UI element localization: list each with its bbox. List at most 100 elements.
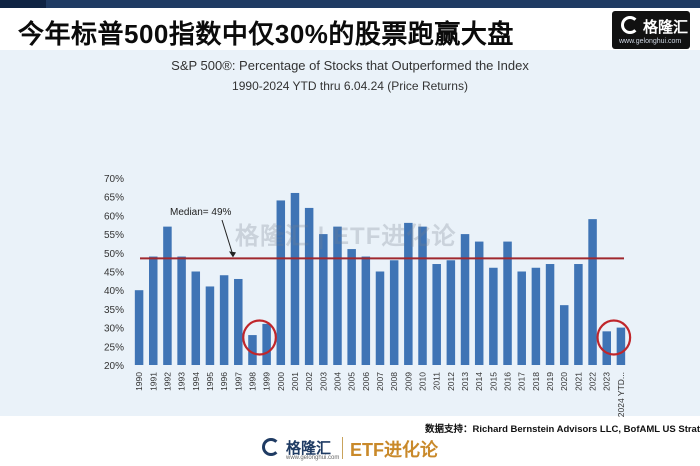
headline: 今年标普500指数中仅30%的股票跑赢大盘: [18, 19, 514, 49]
bar-1992: [163, 226, 172, 365]
bar-2010: [418, 226, 427, 365]
bar-2021: [574, 264, 583, 365]
bar-2006: [361, 256, 371, 365]
logo-g-icon: [621, 16, 639, 34]
x-tick-label: 2016: [503, 372, 513, 391]
x-tick-label: 2009: [403, 372, 413, 391]
bar-2024: [616, 327, 626, 365]
bar-2018: [531, 267, 541, 365]
bar-2008: [389, 260, 399, 365]
bar-1994: [191, 271, 201, 365]
bar-2000: [276, 200, 286, 365]
bar-2015: [489, 267, 498, 365]
chart-subtitle: 1990-2024 YTD thru 6.04.24 (Price Return…: [232, 79, 468, 93]
x-tick-label: 1996: [219, 372, 229, 391]
bottom-logo-icon: [262, 438, 280, 456]
x-tick-label: 2001: [290, 372, 300, 391]
bar-2011: [432, 264, 441, 365]
bar-2001: [290, 192, 300, 365]
median-arrow: [221, 219, 234, 256]
chart-title: S&P 500®: Percentage of Stocks that Outp…: [171, 58, 529, 73]
x-tick-label: 2020: [559, 372, 569, 391]
x-tick-label: 2005: [347, 372, 357, 391]
top-bar-accent: [0, 0, 46, 8]
bottom-brand-name: 格隆汇: [286, 440, 332, 457]
x-tick-label: 2017: [517, 372, 527, 391]
bottom-brand-divider: [342, 437, 343, 459]
bar-2012: [446, 260, 456, 365]
gelonghui-logo: 格隆汇 www.gelonghui.com: [612, 11, 690, 49]
bar-1995: [205, 286, 215, 365]
x-tick-label: 2021: [573, 372, 583, 391]
x-tick-label: 1991: [148, 372, 158, 391]
source-note: 数据支持：Richard Bernstein Advisors LLC, Bof…: [425, 424, 700, 435]
bar-2019: [545, 264, 555, 365]
y-tick-label: 25%: [104, 342, 124, 353]
bar-2002: [304, 207, 314, 365]
bottom-brand-etf: ETF进化论: [350, 440, 438, 460]
x-tick-label: 2012: [446, 372, 456, 391]
highlight-circle-2023-2024: [596, 319, 632, 356]
x-tick-label: 1992: [162, 372, 172, 391]
y-tick-label: 70%: [104, 174, 124, 185]
x-tick-label: 2002: [304, 372, 314, 391]
y-tick-label: 35%: [104, 305, 124, 316]
bar-1996: [219, 275, 229, 365]
y-tick-label: 20%: [104, 361, 124, 372]
x-tick-label: 1995: [205, 372, 215, 391]
bar-1998: [248, 335, 257, 365]
x-tick-label: 1993: [177, 372, 187, 391]
median-label: Median= 49%: [170, 207, 232, 218]
bar-1993: [177, 256, 186, 365]
x-tick-label: 1998: [247, 372, 257, 391]
bar-2023: [602, 331, 611, 365]
x-tick-label: 1999: [262, 372, 272, 391]
bar-2007: [375, 271, 385, 365]
bar-1997: [234, 278, 243, 365]
x-tick-label: 1990: [134, 372, 144, 391]
bar-2014: [474, 241, 484, 365]
x-tick-label: 1994: [191, 372, 201, 391]
y-tick-label: 60%: [104, 211, 124, 222]
x-tick-label: 2023: [602, 372, 612, 391]
y-tick-label: 65%: [104, 193, 124, 204]
bar-2013: [460, 234, 470, 365]
y-tick-label: 45%: [104, 268, 124, 279]
top-bar: [0, 0, 700, 8]
x-tick-label: 2007: [375, 372, 385, 391]
watermark: 格隆汇 | ETF进化论: [235, 223, 457, 250]
bar-1990: [134, 290, 144, 365]
y-tick-label: 55%: [104, 230, 124, 241]
bar-2017: [517, 271, 526, 365]
x-tick-label: 2010: [418, 372, 428, 391]
x-tick-label: 2024 YTD...: [616, 372, 626, 417]
bar-1991: [149, 256, 158, 365]
bar-2020: [559, 305, 569, 365]
x-tick-label: 2008: [389, 372, 399, 391]
x-tick-label: 2018: [531, 372, 541, 391]
x-tick-label: 2011: [432, 372, 442, 391]
bar-2009: [404, 222, 413, 365]
bar-1999: [262, 323, 271, 365]
y-tick-label: 40%: [104, 286, 124, 297]
median-arrowhead: [229, 251, 236, 258]
highlight-circle-1998-1999: [242, 319, 277, 356]
x-tick-label: 2006: [361, 372, 371, 391]
y-tick-label: 50%: [104, 249, 124, 260]
bar-2016: [503, 241, 512, 365]
x-tick-label: 2014: [474, 372, 484, 391]
x-tick-label: 2013: [460, 372, 470, 391]
x-tick-label: 2015: [488, 372, 498, 391]
logo-site: www.gelonghui.com: [619, 38, 682, 45]
x-tick-label: 2022: [588, 372, 598, 391]
x-tick-label: 2003: [318, 372, 328, 391]
bar-2005: [347, 249, 356, 365]
bottom-brand-site: www.gelonghui.com: [286, 455, 340, 461]
x-tick-label: 1997: [233, 372, 243, 391]
x-tick-label: 2004: [332, 372, 342, 391]
x-tick-label: 2019: [545, 372, 555, 391]
bar-2004: [333, 226, 342, 365]
bar-2022: [588, 219, 597, 365]
bar-2003: [319, 234, 328, 365]
